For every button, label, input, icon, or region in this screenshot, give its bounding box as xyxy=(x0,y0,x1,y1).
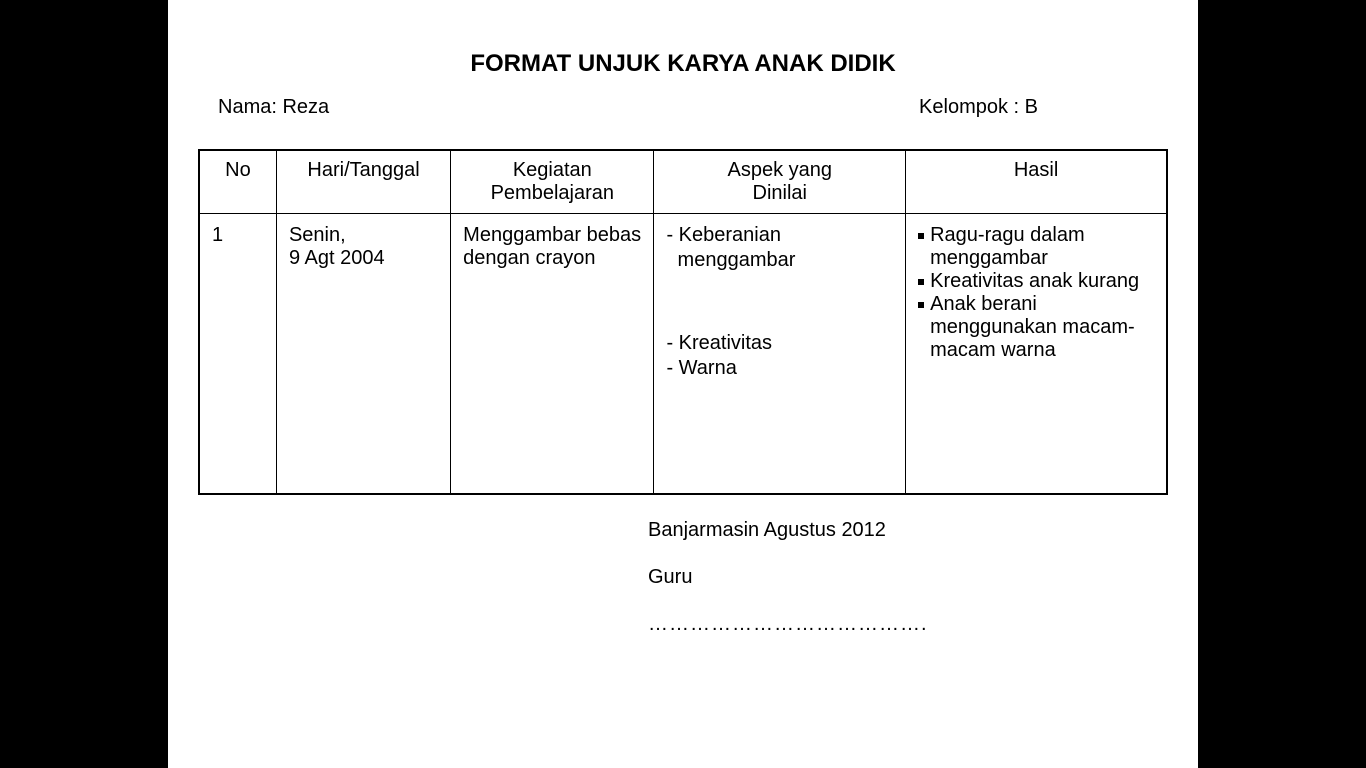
signature-line: …………………………………. xyxy=(648,613,1168,636)
header-date: Hari/Tanggal xyxy=(276,150,450,214)
document-page: FORMAT UNJUK KARYA ANAK DIDIK Nama: Reza… xyxy=(168,0,1198,768)
name-field: Nama: Reza xyxy=(218,96,329,119)
name-label: Nama: xyxy=(218,96,282,118)
result-item: Kreativitas anak kurang xyxy=(918,270,1154,293)
date-line1: Senin, xyxy=(289,224,438,247)
group-value: B xyxy=(1025,96,1038,118)
bullet-icon xyxy=(918,279,924,285)
header-result: Hasil xyxy=(906,150,1167,214)
assessment-table: No Hari/Tanggal Kegiatan Pembelajaran As… xyxy=(198,149,1168,495)
result-text: Kreativitas anak kurang xyxy=(930,270,1154,293)
footer: Banjarmasin Agustus 2012 Guru …………………………… xyxy=(648,519,1168,636)
header-aspect: Aspek yang Dinilai xyxy=(654,150,906,214)
table-row: 1 Senin, 9 Agt 2004 Menggambar bebas den… xyxy=(199,214,1167,494)
cell-date: Senin, 9 Agt 2004 xyxy=(276,214,450,494)
cell-result: Ragu-ragu dalam menggambar Kreativitas a… xyxy=(906,214,1167,494)
group-field: Kelompok : B xyxy=(919,96,1158,119)
aspect-item: - Keberanian xyxy=(666,224,893,247)
footer-role: Guru xyxy=(648,566,1168,589)
info-row: Nama: Reza Kelompok : B xyxy=(198,96,1168,119)
date-line2: 9 Agt 2004 xyxy=(289,247,438,270)
cell-no: 1 xyxy=(199,214,276,494)
page-title: FORMAT UNJUK KARYA ANAK DIDIK xyxy=(198,50,1168,78)
footer-place-date: Banjarmasin Agustus 2012 xyxy=(648,519,1168,542)
header-aspect-line1: Aspek yang xyxy=(666,159,893,182)
result-text: Ragu-ragu dalam menggambar xyxy=(930,224,1154,270)
header-no: No xyxy=(199,150,276,214)
header-aspect-line2: Dinilai xyxy=(666,182,893,205)
result-item: Anak berani menggunakan macam-macam warn… xyxy=(918,293,1154,362)
cell-aspect: - Keberanian menggambar - Kreativitas - … xyxy=(654,214,906,494)
aspect-item: menggambar xyxy=(666,249,893,272)
result-text: Anak berani menggunakan macam-macam warn… xyxy=(930,293,1154,362)
group-label: Kelompok : xyxy=(919,96,1025,118)
name-value: Reza xyxy=(282,96,329,118)
bullet-icon xyxy=(918,302,924,308)
table-header-row: No Hari/Tanggal Kegiatan Pembelajaran As… xyxy=(199,150,1167,214)
header-activity: Kegiatan Pembelajaran xyxy=(451,150,654,214)
bullet-icon xyxy=(918,233,924,239)
aspect-item: - Warna xyxy=(666,357,893,380)
cell-activity: Menggambar bebas dengan crayon xyxy=(451,214,654,494)
result-item: Ragu-ragu dalam menggambar xyxy=(918,224,1154,270)
aspect-item: - Kreativitas xyxy=(666,332,893,355)
